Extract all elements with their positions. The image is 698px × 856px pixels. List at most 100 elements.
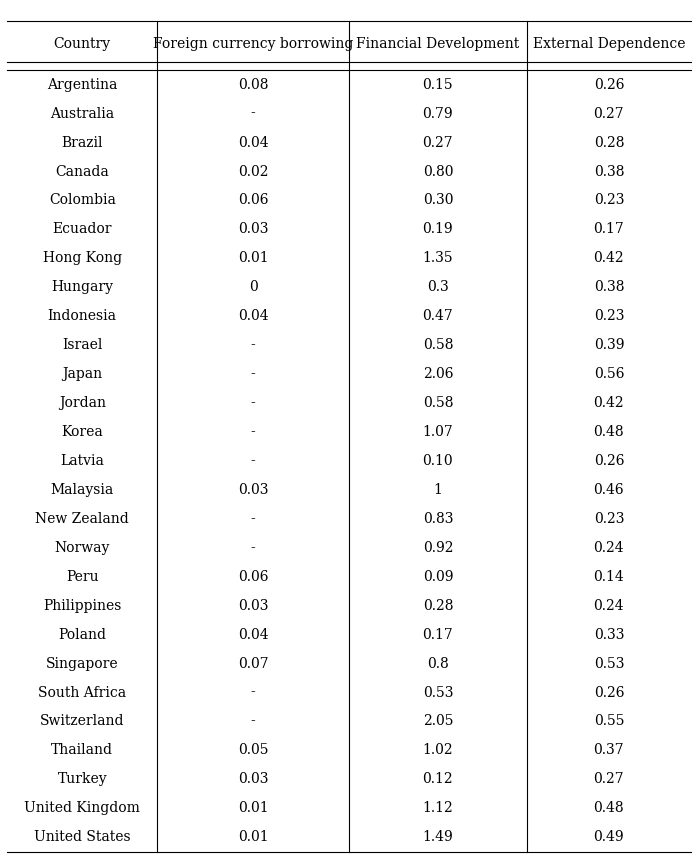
Text: 0.02: 0.02 xyxy=(238,164,269,179)
Text: 0.53: 0.53 xyxy=(423,686,453,699)
Text: -: - xyxy=(251,454,255,468)
Text: 0.42: 0.42 xyxy=(593,396,624,410)
Text: 0: 0 xyxy=(249,280,258,294)
Text: 0.28: 0.28 xyxy=(423,598,453,613)
Text: 0.09: 0.09 xyxy=(423,570,453,584)
Text: Australia: Australia xyxy=(50,107,114,121)
Text: 2.06: 2.06 xyxy=(423,367,453,381)
Text: 0.03: 0.03 xyxy=(238,483,269,496)
Text: 2.05: 2.05 xyxy=(423,715,453,728)
Text: Foreign currency borrowing: Foreign currency borrowing xyxy=(153,37,353,51)
Text: 0.10: 0.10 xyxy=(422,454,453,468)
Text: 0.03: 0.03 xyxy=(238,598,269,613)
Text: 0.26: 0.26 xyxy=(594,78,624,92)
Text: Hungary: Hungary xyxy=(51,280,113,294)
Text: Peru: Peru xyxy=(66,570,98,584)
Text: 0.30: 0.30 xyxy=(423,193,453,207)
Text: 0.49: 0.49 xyxy=(593,830,624,844)
Text: -: - xyxy=(251,541,255,555)
Text: -: - xyxy=(251,715,255,728)
Text: 0.15: 0.15 xyxy=(422,78,453,92)
Text: 1: 1 xyxy=(433,483,443,496)
Text: -: - xyxy=(251,686,255,699)
Text: 0.26: 0.26 xyxy=(594,686,624,699)
Text: Canada: Canada xyxy=(55,164,109,179)
Text: 0.39: 0.39 xyxy=(594,338,624,352)
Text: 0.58: 0.58 xyxy=(423,396,453,410)
Text: 0.27: 0.27 xyxy=(422,135,453,150)
Text: 0.06: 0.06 xyxy=(238,193,269,207)
Text: 0.12: 0.12 xyxy=(422,772,453,787)
Text: 1.12: 1.12 xyxy=(422,801,453,815)
Text: 0.23: 0.23 xyxy=(594,309,624,324)
Text: Argentina: Argentina xyxy=(47,78,117,92)
Text: Thailand: Thailand xyxy=(51,743,113,758)
Text: 0.53: 0.53 xyxy=(594,657,624,670)
Text: 0.07: 0.07 xyxy=(238,657,269,670)
Text: 0.38: 0.38 xyxy=(594,164,624,179)
Text: 0.17: 0.17 xyxy=(593,223,624,236)
Text: 0.04: 0.04 xyxy=(238,627,269,642)
Text: Colombia: Colombia xyxy=(49,193,116,207)
Text: Singapore: Singapore xyxy=(46,657,119,670)
Text: -: - xyxy=(251,367,255,381)
Text: 0.37: 0.37 xyxy=(593,743,624,758)
Text: 0.48: 0.48 xyxy=(593,425,624,439)
Text: Indonesia: Indonesia xyxy=(47,309,117,324)
Text: Country: Country xyxy=(54,37,111,51)
Text: Norway: Norway xyxy=(54,541,110,555)
Text: External Dependence: External Dependence xyxy=(533,37,685,51)
Text: -: - xyxy=(251,396,255,410)
Text: Korea: Korea xyxy=(61,425,103,439)
Text: 0.8: 0.8 xyxy=(427,657,449,670)
Text: United States: United States xyxy=(34,830,131,844)
Text: 0.27: 0.27 xyxy=(593,107,624,121)
Text: 0.05: 0.05 xyxy=(238,743,269,758)
Text: 0.08: 0.08 xyxy=(238,78,269,92)
Text: -: - xyxy=(251,425,255,439)
Text: 0.58: 0.58 xyxy=(423,338,453,352)
Text: 1.35: 1.35 xyxy=(422,252,453,265)
Text: 0.79: 0.79 xyxy=(422,107,453,121)
Text: 0.26: 0.26 xyxy=(594,454,624,468)
Text: 0.24: 0.24 xyxy=(593,541,624,555)
Text: Israel: Israel xyxy=(62,338,103,352)
Text: Philippines: Philippines xyxy=(43,598,121,613)
Text: -: - xyxy=(251,512,255,526)
Text: 0.03: 0.03 xyxy=(238,772,269,787)
Text: 0.23: 0.23 xyxy=(594,512,624,526)
Text: 0.3: 0.3 xyxy=(427,280,449,294)
Text: United Kingdom: United Kingdom xyxy=(24,801,140,815)
Text: Turkey: Turkey xyxy=(57,772,107,787)
Text: 0.46: 0.46 xyxy=(593,483,624,496)
Text: Poland: Poland xyxy=(58,627,106,642)
Text: 0.14: 0.14 xyxy=(593,570,624,584)
Text: Malaysia: Malaysia xyxy=(50,483,114,496)
Text: 0.56: 0.56 xyxy=(594,367,624,381)
Text: -: - xyxy=(251,338,255,352)
Text: 0.04: 0.04 xyxy=(238,309,269,324)
Text: South Africa: South Africa xyxy=(38,686,126,699)
Text: Switzerland: Switzerland xyxy=(40,715,124,728)
Text: 0.03: 0.03 xyxy=(238,223,269,236)
Text: 0.01: 0.01 xyxy=(238,252,269,265)
Text: New Zealand: New Zealand xyxy=(36,512,129,526)
Text: 0.06: 0.06 xyxy=(238,570,269,584)
Text: 0.42: 0.42 xyxy=(593,252,624,265)
Text: 0.55: 0.55 xyxy=(594,715,624,728)
Text: 0.28: 0.28 xyxy=(594,135,624,150)
Text: 0.47: 0.47 xyxy=(422,309,453,324)
Text: Brazil: Brazil xyxy=(61,135,103,150)
Text: Japan: Japan xyxy=(62,367,103,381)
Text: 0.80: 0.80 xyxy=(423,164,453,179)
Text: 0.23: 0.23 xyxy=(594,193,624,207)
Text: 0.38: 0.38 xyxy=(594,280,624,294)
Text: 0.27: 0.27 xyxy=(593,772,624,787)
Text: Financial Development: Financial Development xyxy=(356,37,519,51)
Text: 0.92: 0.92 xyxy=(423,541,453,555)
Text: 0.01: 0.01 xyxy=(238,830,269,844)
Text: 0.83: 0.83 xyxy=(423,512,453,526)
Text: 0.01: 0.01 xyxy=(238,801,269,815)
Text: 1.02: 1.02 xyxy=(422,743,453,758)
Text: 0.33: 0.33 xyxy=(594,627,624,642)
